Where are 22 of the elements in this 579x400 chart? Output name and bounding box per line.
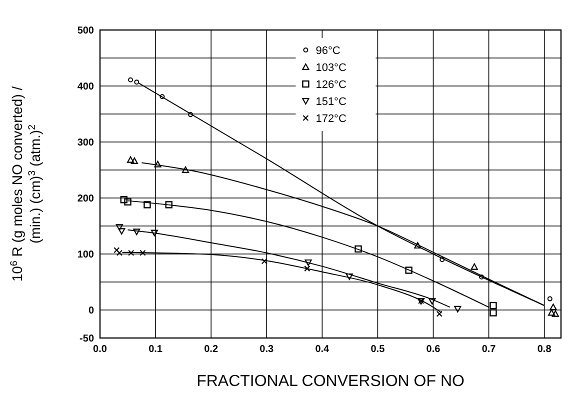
x-tick-label: 0.3 <box>260 344 274 355</box>
legend-label: 151°C <box>316 96 346 108</box>
legend-label: 126°C <box>316 78 346 91</box>
x-tick-label: 0.6 <box>426 344 441 355</box>
x-tick-label: 0.0 <box>93 344 108 355</box>
y-tick-label: 100 <box>77 250 94 260</box>
legend-label: 96°C <box>316 44 340 57</box>
y-tick-label: 500 <box>77 26 94 36</box>
x-tick-label: 0.2 <box>204 344 218 355</box>
y-tick-label: 400 <box>77 82 94 92</box>
y-tick-label: 0 <box>88 306 94 316</box>
y-tick-label: 200 <box>77 194 94 204</box>
x-tick-label: 0.1 <box>148 344 163 355</box>
x-tick-label: 0.7 <box>482 344 496 355</box>
x-tick-label: 0.5 <box>370 344 386 355</box>
x-axis-title: FRACTIONAL CONVERSION OF NO <box>196 373 464 390</box>
x-tick-label: 0.8 <box>537 344 552 355</box>
legend-label: 172°C <box>316 112 346 125</box>
x-tick-label: 0.4 <box>315 344 330 355</box>
y-tick-label: -50 <box>80 334 94 344</box>
legend-label: 103°C <box>316 62 346 74</box>
y-tick-label: 300 <box>77 138 94 148</box>
